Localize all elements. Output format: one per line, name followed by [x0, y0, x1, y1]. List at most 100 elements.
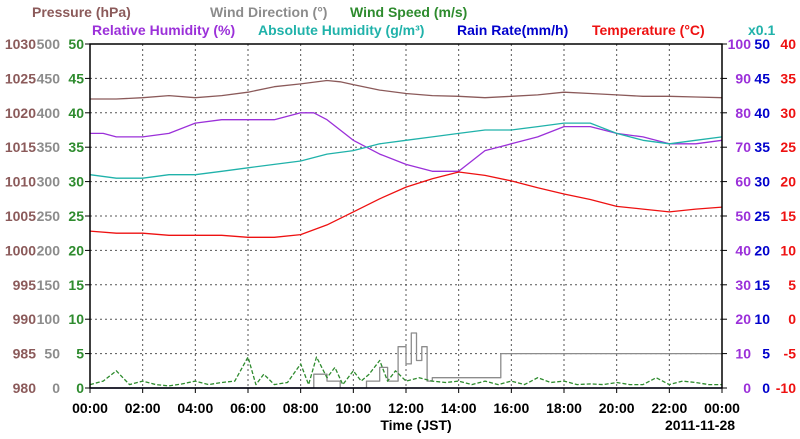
y-tick-label-relative_humidity: 100: [728, 36, 752, 52]
x-axis-label: Time (JST): [380, 417, 451, 433]
legend-entry: Temperature (°C): [592, 22, 705, 38]
y-tick-label-wind_direction: 450: [37, 70, 61, 86]
y-tick-label-relative_humidity: 30: [735, 277, 751, 293]
series-line-temperature: [89, 171, 723, 238]
y-tick-label-wind_direction: 300: [37, 174, 61, 190]
y-tick-label-wind_direction: 100: [37, 311, 61, 327]
y-tick-label-relative_humidity: 10: [735, 346, 751, 362]
series-line-wind_speed: [89, 356, 722, 387]
y-tick-label-temperature: 25: [780, 139, 796, 155]
y-tick-label-temperature: 30: [780, 105, 796, 121]
y-tick-label-wind_speed: 40: [68, 105, 84, 121]
y-tick-label-wind_direction: 500: [37, 36, 61, 52]
plot-area-border: [89, 43, 723, 389]
y-tick-label-rain_rate: 45: [754, 70, 770, 86]
y-tick-label-rain_rate: 15: [754, 277, 770, 293]
x-tick-label: 14:00: [441, 400, 477, 416]
grid: [90, 44, 722, 388]
legend-entry: Absolute Humidity (g/m³): [258, 22, 424, 38]
y-tick-label-rain_rate: 50: [754, 36, 770, 52]
y-tick-label-temperature: 5: [788, 277, 796, 293]
legend-entry: Rain Rate(mm/h): [457, 22, 568, 38]
x-tick-label: 06:00: [230, 400, 266, 416]
y-tick-label-pressure: 1000: [5, 242, 36, 258]
y-tick-label-temperature: 40: [780, 36, 796, 52]
y-tick-label-rain_rate: 30: [754, 174, 770, 190]
date-label: 2011-11-28: [665, 417, 735, 433]
x-tick-label: 00:00: [72, 400, 108, 416]
y-tick-label-wind_direction: 250: [37, 208, 61, 224]
legend-entry: Wind Speed (m/s): [350, 4, 467, 20]
y-tick-label-pressure: 990: [13, 311, 37, 327]
y-tick-label-wind_speed: 10: [68, 311, 84, 327]
y-tick-label-rain_rate: 40: [754, 105, 770, 121]
x-tick-label: 04:00: [177, 400, 213, 416]
y-tick-label-rain_rate: 5: [762, 346, 770, 362]
y-tick-label-temperature: -5: [784, 346, 797, 362]
series-line-relative_humidity: [90, 112, 723, 172]
x-tick-label: 00:00: [704, 400, 740, 416]
y-tick-label-wind_direction: 400: [37, 105, 61, 121]
series-line-wind_direction: [90, 332, 722, 389]
y-tick-label-rain_rate: 20: [754, 242, 770, 258]
y-tick-label-temperature: 0: [788, 311, 796, 327]
y-tick-label-wind_speed: 20: [68, 242, 84, 258]
y-tick-label-temperature: 10: [780, 242, 796, 258]
x-tick-label: 02:00: [125, 400, 161, 416]
y-tick-label-relative_humidity: 0: [743, 380, 751, 396]
y-tick-label-wind_speed: 50: [68, 36, 84, 52]
y-tick-label-wind_speed: 5: [76, 346, 84, 362]
y-tick-label-temperature: 20: [780, 174, 796, 190]
y-tick-label-wind_direction: 150: [37, 277, 61, 293]
y-tick-label-wind_speed: 15: [68, 277, 84, 293]
axes: 1030102510201015101010051000995990985980…: [5, 36, 796, 416]
y-tick-label-pressure: 995: [13, 277, 37, 293]
y-tick-label-relative_humidity: 60: [735, 174, 751, 190]
x-tick-label: 20:00: [599, 400, 635, 416]
y-tick-label-rain_rate: 10: [754, 311, 770, 327]
series-line-pressure: [90, 79, 723, 100]
y-tick-label-wind_direction: 350: [37, 139, 61, 155]
y-tick-label-wind_speed: 25: [68, 208, 84, 224]
y-tick-label-pressure: 1010: [5, 174, 36, 190]
y-tick-label-relative_humidity: 90: [735, 70, 751, 86]
series-line-relative_humidity: [89, 122, 723, 179]
y-tick-label-rain_rate: 35: [754, 139, 770, 155]
y-tick-label-pressure: 1030: [5, 36, 36, 52]
x-tick-label: 16:00: [493, 400, 529, 416]
y-tick-label-wind_speed: 35: [68, 139, 84, 155]
legend-entry: x0.1: [748, 22, 775, 38]
y-tick-label-wind_direction: 200: [37, 242, 61, 258]
x-tick-label: 12:00: [388, 400, 424, 416]
y-tick-label-temperature: 15: [780, 208, 796, 224]
y-tick-label-pressure: 1020: [5, 105, 36, 121]
legend-entry: Pressure (hPa): [32, 4, 131, 20]
x-tick-label: 10:00: [335, 400, 371, 416]
legend-entry: Wind Direction (°): [210, 4, 327, 20]
y-tick-label-pressure: 1025: [5, 70, 36, 86]
y-tick-label-wind_direction: 50: [44, 346, 60, 362]
y-tick-label-wind_speed: 30: [68, 174, 84, 190]
y-tick-label-relative_humidity: 50: [735, 208, 751, 224]
y-tick-label-rain_rate: 0: [762, 380, 770, 396]
y-tick-label-pressure: 985: [13, 346, 37, 362]
x-tick-label: 08:00: [283, 400, 319, 416]
y-tick-label-pressure: 980: [13, 380, 37, 396]
legend-entry: Relative Humidity (%): [92, 22, 235, 38]
y-tick-label-pressure: 1015: [5, 139, 36, 155]
y-tick-label-wind_speed: 0: [76, 380, 84, 396]
y-tick-label-relative_humidity: 70: [735, 139, 751, 155]
x-tick-label: 18:00: [546, 400, 582, 416]
legend: Pressure (hPa) Wind Direction (°) Wind Spe…: [32, 4, 775, 38]
y-tick-label-rain_rate: 25: [754, 208, 770, 224]
y-tick-label-temperature: 35: [780, 70, 796, 86]
y-tick-label-relative_humidity: 40: [735, 242, 751, 258]
x-tick-label: 22:00: [651, 400, 687, 416]
y-tick-label-pressure: 1005: [5, 208, 36, 224]
y-tick-label-relative_humidity: 80: [735, 105, 751, 121]
y-tick-label-relative_humidity: 20: [735, 311, 751, 327]
y-tick-label-wind_speed: 45: [68, 70, 84, 86]
y-tick-label-temperature: -10: [776, 380, 796, 396]
y-tick-label-wind_direction: 0: [52, 380, 60, 396]
